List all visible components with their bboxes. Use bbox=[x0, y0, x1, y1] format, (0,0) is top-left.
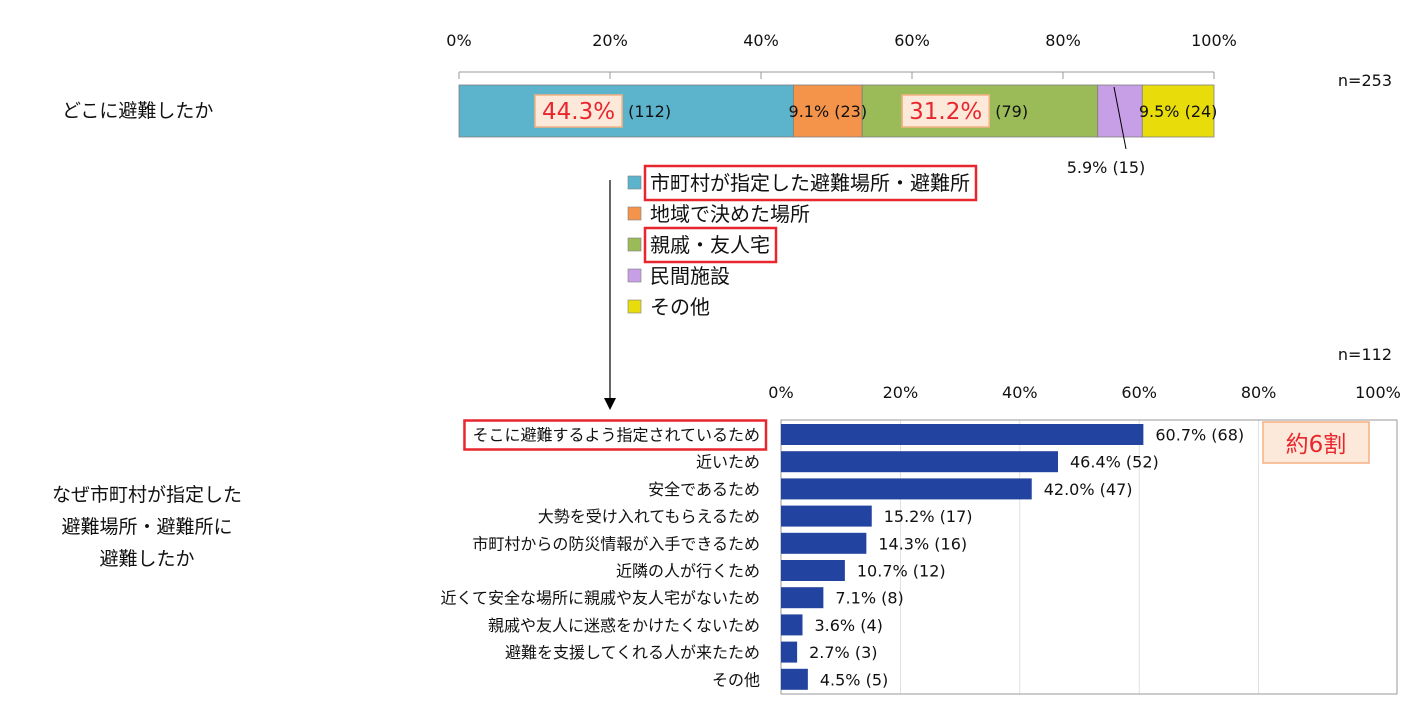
chart1-segment bbox=[793, 84, 863, 138]
link-arrow bbox=[604, 180, 616, 410]
chart1-legend-swatch bbox=[627, 299, 642, 314]
chart2-callout: 約6割 bbox=[1262, 421, 1370, 464]
chart2-question-line-2: 避難場所・避難所に bbox=[61, 516, 232, 538]
chart2-tick-label: 40% bbox=[1002, 383, 1038, 402]
chart1-legend-highlight-box bbox=[643, 226, 778, 264]
chart2-bar bbox=[781, 451, 1059, 473]
chart2-tick-label: 60% bbox=[1121, 383, 1157, 402]
chart2-bar-label: 42.0% (47) bbox=[1044, 480, 1133, 499]
chart2-x-axis: 0% 20% 40% 60% 80% 100% bbox=[768, 383, 1401, 694]
chart2-bar bbox=[781, 560, 845, 581]
chart2-bar bbox=[781, 668, 808, 690]
chart1-highlight-box bbox=[534, 94, 623, 128]
chart1-segment-label: 9.1% (23) bbox=[789, 102, 868, 121]
chart2-plot-frame bbox=[780, 419, 1398, 695]
chart1-segment-label: 9.5% (24) bbox=[1139, 102, 1218, 121]
chart2-bar bbox=[781, 614, 803, 636]
chart1-legend-label: その他 bbox=[650, 295, 710, 319]
chart1-tick-label: 0% bbox=[446, 31, 471, 50]
chart2-bar-label: 3.6% (4) bbox=[814, 616, 882, 635]
chart2-highlight-box bbox=[463, 419, 768, 451]
chart2-bar-label: 60.7% (68) bbox=[1155, 426, 1244, 445]
chart1-tick-label: 40% bbox=[743, 31, 779, 50]
chart2-tick-label: 80% bbox=[1241, 383, 1277, 402]
chart1-segment-count: (79) bbox=[995, 102, 1028, 121]
chart2-question-line-3: 避難したか bbox=[99, 548, 194, 570]
chart2-bar-label: 2.7% (3) bbox=[809, 643, 877, 662]
chart1-legend-highlight-box bbox=[643, 164, 978, 202]
chart1-legend-label: 民間施設 bbox=[650, 264, 730, 288]
chart1-legend-swatch bbox=[627, 206, 642, 221]
chart-why-designated-shelter: n=112 なぜ市町村が指定した 避難場所・避難所に 避難したか 0% 20% 40… bbox=[52, 345, 1401, 695]
chart1-x-axis: 0% 20% 40% 60% 80% 100% bbox=[446, 31, 1237, 79]
chart1-legend-swatch bbox=[627, 268, 642, 283]
chart1-data-labels: 44.3% (112) 9.1% (23) 31.2% (79) 5.9% (15) 9.5… bbox=[534, 86, 1218, 177]
chart2-n-label: n=112 bbox=[1338, 345, 1392, 364]
chart2-data-labels: 60.7% (68) 46.4% (52) 42.0% (47) 15.2% (17)… bbox=[809, 426, 1244, 690]
chart1-tick-label: 60% bbox=[894, 31, 930, 50]
chart2-callout-box bbox=[1262, 421, 1370, 464]
chart1-highlight-percent: 31.2% bbox=[909, 99, 982, 125]
chart1-segment bbox=[1141, 84, 1215, 138]
chart2-bar bbox=[781, 424, 1144, 445]
chart1-tick-label: 20% bbox=[592, 31, 628, 50]
chart2-bar bbox=[781, 587, 824, 609]
chart2-category-label: 安全であるため bbox=[648, 480, 760, 499]
chart1-segment-label: 5.9% (15) bbox=[1067, 158, 1146, 177]
chart1-question: どこに避難したか bbox=[62, 100, 213, 122]
chart1-legend-swatch bbox=[627, 175, 642, 190]
chart2-question-line-1: なぜ市町村が指定した bbox=[52, 484, 242, 506]
chart1-legend-swatch bbox=[627, 237, 642, 252]
chart2-category-label: そこに避難するよう指定されているため bbox=[472, 426, 760, 445]
chart2-bar-label: 14.3% (16) bbox=[878, 534, 967, 553]
chart2-bar-label: 46.4% (52) bbox=[1070, 453, 1159, 472]
chart2-tick-label: 100% bbox=[1355, 383, 1401, 402]
chart2-tick-label: 0% bbox=[768, 383, 793, 402]
chart2-bar-label: 4.5% (5) bbox=[820, 670, 888, 689]
chart2-bar bbox=[781, 478, 1032, 500]
chart1-segment bbox=[458, 84, 794, 138]
chart2-category-label: 近くて安全な場所に親戚や友人宅がないため bbox=[440, 589, 760, 608]
chart2-category-label: 大勢を受け入れてもらえるため bbox=[538, 507, 760, 526]
chart2-category-label: 親戚や友人に迷惑をかけたくないため bbox=[488, 616, 760, 635]
chart2-bars bbox=[781, 424, 1144, 690]
chart1-legend-label: 市町村が指定した避難場所・避難所 bbox=[650, 171, 970, 195]
chart1-legend-label: 親戚・友人宅 bbox=[650, 233, 770, 257]
chart1-n-label: n=253 bbox=[1338, 71, 1392, 90]
chart2-category-label: その他 bbox=[712, 670, 760, 689]
chart1-tick-label: 100% bbox=[1191, 31, 1237, 50]
chart1-segment bbox=[1097, 84, 1143, 138]
chart2-callout-text: 約6割 bbox=[1286, 432, 1347, 458]
chart1-segment-count: (112) bbox=[628, 102, 671, 121]
chart2-bar-label: 7.1% (8) bbox=[835, 589, 903, 608]
chart-where-evacuated: どこに避難したか n=253 0% 20% 40% 60% 80% 100% 44.3% (… bbox=[62, 31, 1392, 319]
chart2-category-label: 近いため bbox=[696, 453, 760, 472]
chart2-bar-label: 15.2% (17) bbox=[884, 507, 973, 526]
chart2-category-labels: そこに避難するよう指定されているため近いため安全であるため大勢を受け入れてもらえ… bbox=[440, 419, 768, 689]
chart1-legend-label: 地域で決めた場所 bbox=[650, 202, 810, 226]
chart1-stacked-bar bbox=[458, 84, 1215, 138]
chart2-bar bbox=[781, 505, 872, 527]
chart2-category-label: 避難を支援してくれる人が来たため bbox=[505, 643, 760, 662]
chart2-bar bbox=[781, 641, 798, 663]
chart2-category-label: 近隣の人が行くため bbox=[616, 562, 760, 581]
chart2-tick-label: 20% bbox=[883, 383, 919, 402]
chart1-leader-line bbox=[1113, 86, 1127, 150]
chart2-bar bbox=[781, 532, 867, 554]
chart1-highlight-percent: 44.3% bbox=[542, 99, 615, 125]
chart2-bar-label: 10.7% (12) bbox=[857, 562, 946, 581]
chart1-highlight-box bbox=[901, 94, 990, 128]
chart1-tick-label: 80% bbox=[1045, 31, 1081, 50]
chart2-category-label: 市町村からの防災情報が入手できるため bbox=[472, 534, 760, 553]
